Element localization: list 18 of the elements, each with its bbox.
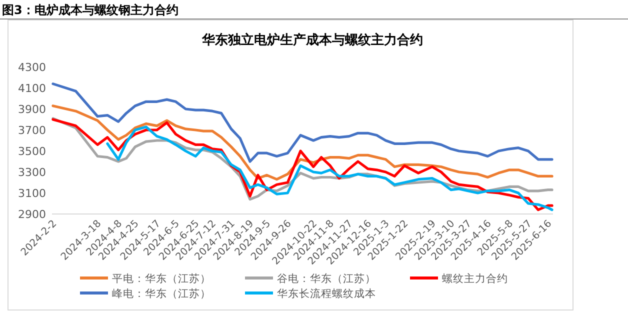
line-series <box>106 126 554 212</box>
y-tick-label: 2900 <box>18 208 46 221</box>
y-tick-label: 4100 <box>18 82 46 95</box>
legend-label: 峰电：华东（江苏） <box>112 287 211 300</box>
y-tick-label: 4300 <box>18 61 46 74</box>
y-tick-label: 3300 <box>18 166 46 179</box>
legend-label: 华东长流程螺纹成本 <box>277 287 376 300</box>
y-tick-label: 3500 <box>18 145 46 158</box>
legend-label: 平电：华东（江苏） <box>112 272 211 285</box>
y-tick-label: 3900 <box>18 103 46 116</box>
chart-subtitle: 华东独立电炉生产成本与螺纹主力合约 <box>201 32 423 48</box>
line-series <box>52 104 554 181</box>
chart-title: 图3：电炉成本与螺纹钢主力合约 <box>2 3 178 17</box>
y-tick-label: 3100 <box>18 187 46 200</box>
line-series <box>52 82 554 163</box>
legend-label: 谷电：华东（江苏） <box>277 272 376 285</box>
legend-label: 螺纹主力合约 <box>442 272 508 285</box>
y-tick-label: 3700 <box>18 124 46 137</box>
